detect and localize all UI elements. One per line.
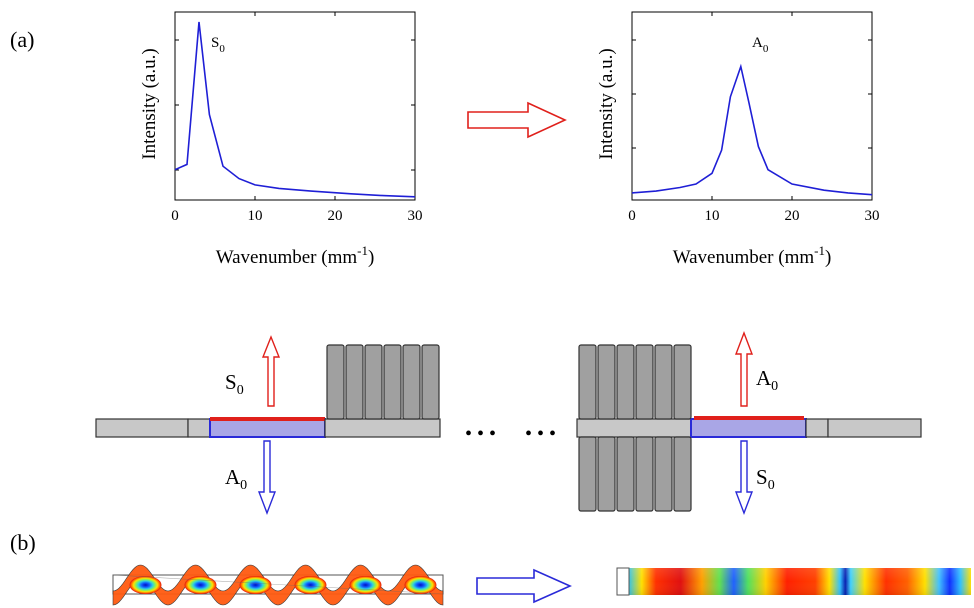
up-arrow-red (734, 331, 754, 407)
x-axis-label: Wavenumber (mm-1) (673, 243, 832, 268)
pillar (635, 436, 654, 512)
pillar (578, 436, 597, 512)
ellipsis: • • • (465, 423, 496, 445)
panel-label-a: (a) (10, 27, 34, 52)
plate-segment (827, 418, 922, 438)
mode-label-a0: A0 (225, 465, 247, 493)
mesh-line (112, 574, 444, 595)
pillar (673, 344, 692, 420)
wave-cell (404, 576, 437, 594)
wave-band (112, 564, 444, 606)
ellipsis: • • • (525, 423, 556, 445)
up-arrow-red (261, 335, 281, 407)
x-tick-label: 0 (171, 208, 179, 224)
transducer-patch-right (690, 418, 807, 438)
pillar-array-double (578, 344, 692, 512)
pillar (673, 436, 692, 512)
field-shading (617, 568, 971, 595)
wave-field-plot-a0 (112, 564, 444, 606)
transition-arrow-blue (476, 568, 572, 604)
y-axis-label: Intensity (a.u.) (596, 48, 617, 159)
flexural-wave-field (112, 564, 444, 606)
wave-cell (294, 576, 327, 594)
plate-segment (324, 418, 441, 438)
y-axis-label: Intensity (a.u.) (139, 48, 160, 159)
pillar (654, 436, 673, 512)
pillar (383, 344, 402, 420)
pillar (326, 344, 345, 420)
pillar (402, 344, 421, 420)
plate-segment (95, 418, 189, 438)
x-tick-label: 20 (328, 208, 343, 224)
pillar (616, 436, 635, 512)
wave-cell (239, 576, 272, 594)
pillar (578, 344, 597, 420)
plate-segment (187, 418, 211, 438)
wave-cell (349, 576, 382, 594)
pillar (616, 344, 635, 420)
x-tick-label: 10 (705, 208, 720, 224)
plot-frame (174, 11, 416, 201)
x-axis-label: Wavenumber (mm-1) (216, 243, 375, 268)
transducer-patch-left (209, 418, 326, 438)
pillar (345, 344, 364, 420)
x-tick-label: 20 (785, 208, 800, 224)
pillar (597, 344, 616, 420)
pillar (654, 344, 673, 420)
spectrum-line (631, 63, 873, 196)
peak-annotation: A0 (752, 35, 769, 55)
pillar (364, 344, 383, 420)
panel-label-b: (b) (10, 530, 36, 555)
mode-label-s0: S0 (225, 370, 244, 398)
spectrum-chart-s0: 0 10 20 30 S0 Wavenumber (mm-1) Intensity (a.u… (139, 11, 423, 268)
mode-label-a0: A0 (756, 366, 778, 394)
transition-arrow-red (467, 101, 567, 139)
pillar-array-top (326, 344, 440, 420)
wave-cell (129, 576, 162, 594)
waveguide-schematic: • • • • • • S0 A0 A0 S0 (95, 331, 922, 515)
down-arrow-blue (257, 440, 277, 515)
peak-annotation: S0 (211, 35, 225, 55)
mode-label-s0: S0 (756, 465, 775, 493)
plate-segment (576, 418, 692, 438)
plate-end (616, 567, 630, 596)
pillar (597, 436, 616, 512)
x-tick-label: 0 (628, 208, 636, 224)
spectrum-line (174, 21, 416, 198)
pillar (635, 344, 654, 420)
down-arrow-blue (734, 440, 754, 515)
wave-field-plot-s0 (616, 567, 971, 596)
plot-frame (631, 11, 873, 201)
x-tick-label: 30 (865, 208, 880, 224)
wave-cell (184, 576, 217, 594)
spectrum-chart-a0: 0 10 20 30 A0 Wavenumber (mm-1) Intensity (a.u… (596, 11, 880, 268)
pillar (421, 344, 440, 420)
plate-segment (805, 418, 829, 438)
x-tick-label: 30 (408, 208, 423, 224)
x-tick-label: 10 (248, 208, 263, 224)
